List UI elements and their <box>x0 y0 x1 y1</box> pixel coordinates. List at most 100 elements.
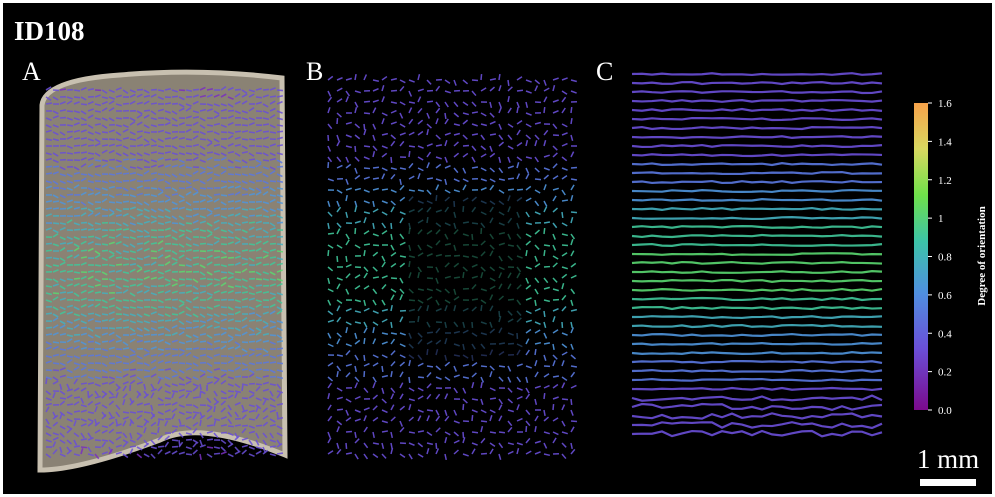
glyph <box>207 439 213 440</box>
glyph <box>46 103 52 104</box>
glyph <box>102 320 108 321</box>
glyph <box>249 313 255 314</box>
glyph <box>130 279 136 280</box>
glyph <box>74 376 80 377</box>
glyph <box>249 419 255 420</box>
glyph <box>109 271 115 272</box>
glyph <box>60 292 66 293</box>
glyph <box>364 244 370 245</box>
scale-bar-label: 1 mm <box>917 444 979 474</box>
glyph <box>130 202 136 203</box>
glyph <box>144 132 150 133</box>
glyph <box>53 265 59 266</box>
glyph <box>472 167 478 168</box>
glyph <box>172 314 178 315</box>
glyph <box>228 370 234 371</box>
glyph <box>172 96 178 97</box>
glyph <box>144 412 150 413</box>
glyph <box>228 174 234 175</box>
colorbar <box>914 103 928 410</box>
glyph <box>53 342 59 343</box>
colorbar-tick-label: 0.8 <box>938 252 952 264</box>
glyph <box>235 174 241 175</box>
glyph <box>544 228 545 234</box>
glyph <box>158 404 164 405</box>
glyph <box>463 222 469 223</box>
glyph <box>277 341 283 342</box>
glyph <box>418 316 419 322</box>
glyph <box>454 277 460 278</box>
glyph <box>123 286 129 287</box>
glyph <box>235 376 241 377</box>
glyph <box>490 134 496 135</box>
glyph <box>481 453 487 454</box>
glyph <box>109 237 115 238</box>
glyph <box>151 188 157 189</box>
glyph <box>263 279 269 280</box>
glyph <box>46 166 52 167</box>
glyph <box>481 421 487 422</box>
glyph-line <box>632 343 882 345</box>
glyph <box>165 159 171 160</box>
glyph <box>242 202 248 203</box>
glyph <box>74 411 80 412</box>
glyph <box>242 385 243 391</box>
glyph <box>228 201 234 202</box>
glyph <box>207 125 213 126</box>
glyph <box>544 107 545 113</box>
glyph <box>277 188 283 189</box>
glyph <box>242 125 248 126</box>
glyph <box>74 97 80 98</box>
glyph <box>193 89 199 90</box>
glyph <box>373 245 379 246</box>
glyph <box>508 80 509 86</box>
glyph <box>102 244 108 245</box>
glyph <box>481 366 487 367</box>
glyph <box>172 125 178 126</box>
glyph <box>116 292 122 293</box>
glyph <box>67 194 73 195</box>
glyph <box>109 328 115 329</box>
glyph <box>508 178 514 179</box>
glyph <box>123 307 129 308</box>
glyph <box>130 412 136 413</box>
glyph <box>270 181 276 182</box>
glyph <box>165 307 171 308</box>
glyph <box>571 167 577 168</box>
glyph <box>74 229 80 230</box>
glyph <box>200 188 206 189</box>
glyph <box>123 201 129 202</box>
glyph <box>508 299 514 300</box>
glyph <box>526 250 527 256</box>
glyph <box>137 411 143 412</box>
glyph <box>116 229 122 230</box>
glyph <box>256 285 262 286</box>
glyph <box>193 307 199 308</box>
glyph <box>535 349 536 355</box>
glyph <box>499 311 500 317</box>
glyph <box>364 101 370 102</box>
glyph <box>517 107 518 113</box>
glyph <box>53 258 59 259</box>
glyph <box>472 399 478 400</box>
panel-label: C <box>596 57 613 86</box>
glyph <box>355 146 356 152</box>
glyph <box>186 454 192 455</box>
glyph <box>193 370 199 371</box>
glyph <box>46 286 52 287</box>
glyph <box>228 251 234 252</box>
glyph <box>364 250 365 256</box>
glyph <box>123 229 129 230</box>
glyph <box>172 362 178 363</box>
glyph <box>263 216 269 217</box>
glyph <box>445 113 446 119</box>
glyph <box>74 138 80 139</box>
glyph <box>46 327 52 328</box>
glyph <box>256 279 262 280</box>
glyph <box>373 277 379 278</box>
glyph <box>102 132 108 133</box>
glyph <box>242 369 248 370</box>
glyph <box>102 307 108 308</box>
glyph-line <box>632 388 882 390</box>
glyph <box>263 131 269 132</box>
